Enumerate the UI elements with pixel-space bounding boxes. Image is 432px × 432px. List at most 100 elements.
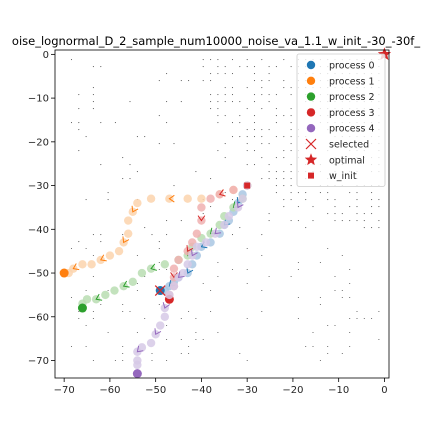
field-dot <box>224 87 226 89</box>
field-dot <box>231 136 234 138</box>
field-dot <box>92 317 94 320</box>
field-dot <box>297 192 299 194</box>
field-dot <box>283 185 285 187</box>
process-paths <box>59 181 252 379</box>
field-dot <box>217 59 219 61</box>
field-dot <box>100 303 102 306</box>
field-dot <box>217 331 219 334</box>
background-field <box>70 59 380 362</box>
field-dot <box>202 66 204 68</box>
field-dot <box>239 227 241 229</box>
field-dot <box>378 206 380 208</box>
field-dot <box>290 199 292 201</box>
path-arrow <box>95 293 103 301</box>
legend-swatch <box>308 172 314 179</box>
field-dot <box>378 310 380 313</box>
field-dot <box>158 143 160 145</box>
legend-swatch <box>306 76 316 86</box>
field-dot <box>78 122 80 124</box>
path-arrow <box>197 215 206 222</box>
field-dot <box>261 178 263 180</box>
series-endpoint <box>132 369 142 379</box>
field-dot <box>122 234 124 236</box>
field-dot <box>231 199 234 201</box>
x-tick-label: −60 <box>99 385 120 396</box>
field-dot <box>363 317 365 320</box>
field-dot <box>253 164 256 166</box>
field-dot <box>283 171 285 173</box>
field-dot <box>210 108 212 110</box>
field-dot <box>261 87 263 89</box>
path-point <box>229 185 238 195</box>
field-dot <box>136 254 138 257</box>
field-dot <box>268 171 270 173</box>
field-dot <box>158 247 160 250</box>
field-dot <box>261 157 263 159</box>
path-point <box>128 277 137 286</box>
field-dot <box>334 275 336 278</box>
path-arrow <box>186 267 194 274</box>
field-dot <box>261 289 263 292</box>
field-dot <box>78 94 80 96</box>
path-point <box>206 194 215 203</box>
y-tick-label: −50 <box>28 269 49 280</box>
field-dot <box>231 94 234 96</box>
field-dot <box>319 359 321 362</box>
legend-swatch <box>306 60 316 70</box>
field-dot <box>261 108 263 110</box>
field-dot <box>217 115 219 117</box>
field-dot <box>136 171 138 173</box>
field-dot <box>129 178 131 180</box>
field-dot <box>261 310 263 313</box>
field-dot <box>297 206 299 208</box>
field-dot <box>268 94 270 96</box>
field-dot <box>92 234 94 236</box>
field-dot <box>92 275 94 278</box>
field-dot <box>122 303 124 306</box>
path-arrow <box>236 201 244 209</box>
field-dot <box>180 317 182 320</box>
path-point <box>238 194 247 203</box>
field-dot <box>107 199 109 201</box>
field-dot <box>327 213 329 215</box>
field-dot <box>290 220 292 222</box>
legend-label: process 0 <box>329 61 375 72</box>
field-dot <box>151 359 153 362</box>
path-point <box>224 211 234 221</box>
field-dot <box>371 213 373 215</box>
field-dot <box>246 108 248 110</box>
field-dot <box>319 261 321 264</box>
field-dot <box>253 101 256 103</box>
field-dot <box>122 178 124 180</box>
field-dot <box>290 171 292 173</box>
field-dot <box>261 234 263 236</box>
field-dot <box>283 199 285 201</box>
field-dot <box>136 331 138 334</box>
field-dot <box>210 94 212 96</box>
field-dot <box>363 220 365 222</box>
path-point <box>192 242 202 251</box>
field-dot <box>224 66 226 68</box>
field-dot <box>92 101 94 103</box>
field-dot <box>290 108 292 110</box>
path-arrow <box>136 345 144 353</box>
field-dot <box>158 241 160 243</box>
field-dot <box>283 206 285 208</box>
field-dot <box>158 80 160 82</box>
path-point <box>174 255 183 265</box>
selected-marker <box>154 285 166 296</box>
special-markers <box>154 47 392 296</box>
field-dot <box>246 87 248 89</box>
field-dot <box>261 59 263 61</box>
x-tick-label: −30 <box>237 385 258 396</box>
field-dot <box>290 129 292 131</box>
field-dot <box>100 164 102 166</box>
field-dot <box>217 108 219 110</box>
field-dot <box>180 352 182 355</box>
field-dot <box>158 115 160 117</box>
field-dot <box>261 129 263 131</box>
field-dot <box>129 164 131 166</box>
field-dot <box>195 331 197 334</box>
field-dot <box>334 213 336 215</box>
path-point <box>87 260 96 269</box>
